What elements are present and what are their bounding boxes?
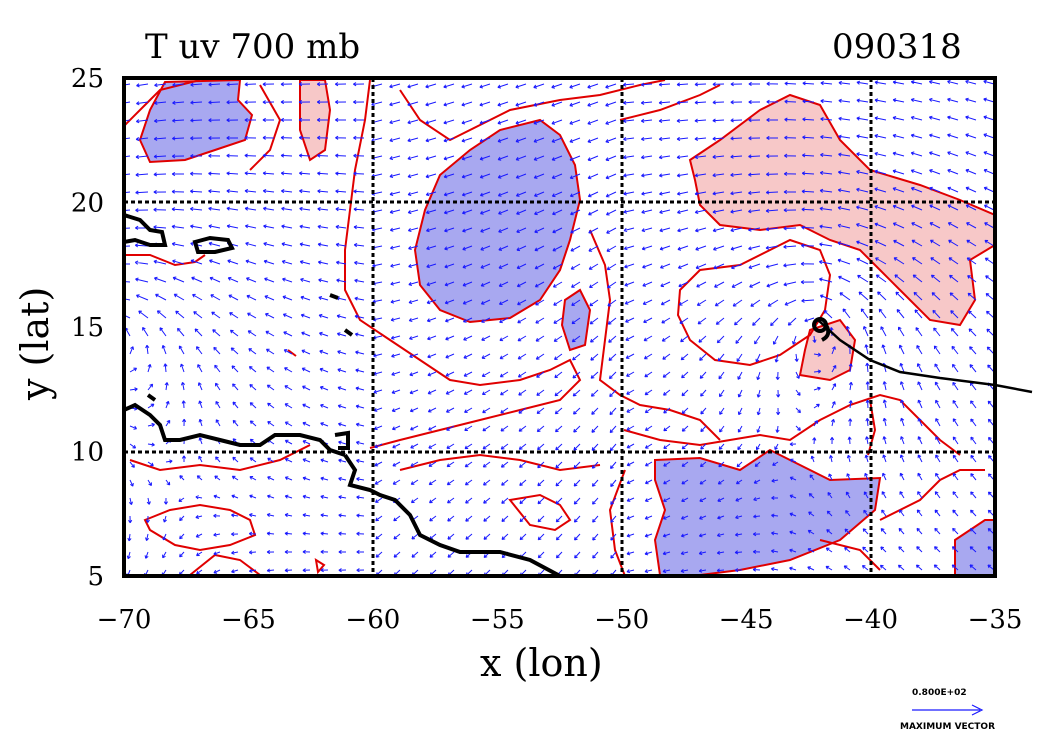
x-tick-label: −50 bbox=[594, 605, 649, 635]
map-title: T uv 700 mb bbox=[145, 27, 360, 67]
date-code: 090318 bbox=[832, 27, 962, 67]
temperature-contours bbox=[124, 79, 985, 576]
plot-frame bbox=[122, 76, 997, 578]
y-axis-ticks: 25 20 15 10 5 bbox=[71, 64, 104, 592]
plot-area bbox=[124, 78, 995, 576]
x-tick-label: −65 bbox=[221, 605, 276, 635]
legend-arrow-head bbox=[971, 704, 984, 716]
coastlines bbox=[124, 213, 561, 576]
legend-value: 0.800E+02 bbox=[912, 688, 967, 698]
y-tick-label: 15 bbox=[71, 313, 104, 343]
y-axis-label: y (lat) bbox=[13, 287, 57, 401]
x-axis-label: x (lon) bbox=[480, 641, 603, 685]
legend-label: MAXIMUM VECTOR bbox=[900, 722, 995, 732]
x-axis-ticks: −70 −65 −60 −55 −50 −45 −40 −35 bbox=[97, 605, 1023, 635]
y-tick-label: 5 bbox=[87, 562, 104, 592]
y-tick-label: 20 bbox=[71, 189, 104, 219]
x-tick-label: −55 bbox=[470, 605, 525, 635]
y-tick-label: 10 bbox=[71, 438, 104, 468]
y-tick-label: 25 bbox=[71, 64, 104, 94]
warm-anomaly-regions bbox=[299, 79, 995, 382]
x-tick-label: −70 bbox=[97, 605, 152, 635]
x-tick-label: −35 bbox=[968, 605, 1023, 635]
vector-legend: 0.800E+02 MAXIMUM VECTOR bbox=[900, 688, 995, 732]
cold-anomaly-regions bbox=[138, 78, 995, 576]
x-tick-label: −45 bbox=[719, 605, 774, 635]
gridlines bbox=[124, 78, 995, 576]
x-tick-label: −40 bbox=[843, 605, 898, 635]
x-tick-label: −60 bbox=[345, 605, 400, 635]
storm-track-extension bbox=[994, 383, 1033, 394]
storm-track bbox=[817, 319, 995, 387]
tropical-storm-icon bbox=[812, 317, 831, 342]
